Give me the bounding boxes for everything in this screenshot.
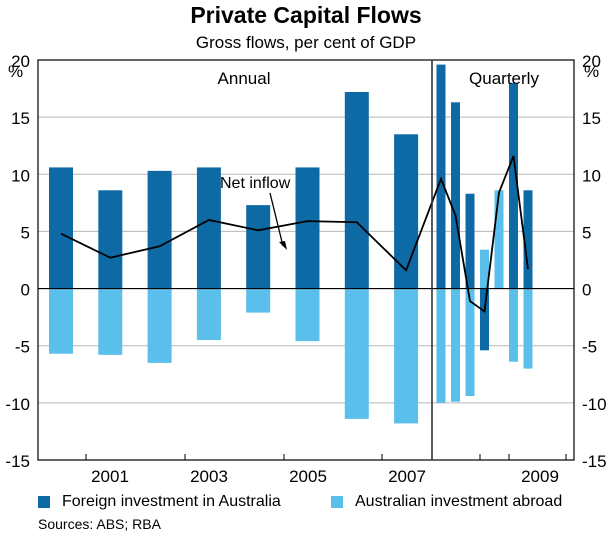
bar-foreign-quarterly bbox=[451, 102, 460, 289]
y-tick-label-right: 10 bbox=[582, 166, 601, 185]
bar-australian-quarterly bbox=[436, 288, 446, 403]
legend-foreign: Foreign investment in Australia bbox=[38, 493, 281, 511]
net-inflow-line bbox=[60, 155, 529, 314]
y-tick-label-right: 5 bbox=[582, 223, 591, 242]
text-layer: 20 20 15 15 10 10 5 5 0 0 -5 -5 -10 -10 -15 -15% % Net in… bbox=[5, 52, 606, 486]
y-tick-label-right: -15 bbox=[582, 452, 607, 471]
bar-foreign-annual bbox=[295, 167, 320, 289]
annotation-arrow-shaft bbox=[269, 192, 284, 247]
bar-australian-quarterly bbox=[523, 288, 533, 369]
y-tick-label-right: 15 bbox=[582, 109, 601, 128]
bar-foreign-quarterly bbox=[523, 190, 533, 289]
y-tick-label-right: -10 bbox=[582, 395, 607, 414]
legend-foreign-swatch bbox=[38, 496, 50, 508]
bar-layer bbox=[49, 64, 533, 424]
x-tick-label-quarterly: 2009 bbox=[521, 467, 559, 486]
legend-foreign-label: Foreign investment in Australia bbox=[62, 493, 281, 510]
bar-foreign-annual bbox=[344, 92, 369, 289]
legend-australian-swatch bbox=[331, 496, 343, 508]
bar-australian-annual bbox=[196, 288, 221, 340]
y-tick-label-left: 5 bbox=[21, 223, 30, 242]
line-layer bbox=[60, 155, 529, 314]
annotation-net-inflow: Net inflow bbox=[220, 175, 291, 192]
x-tick-label-annual: 2005 bbox=[289, 467, 327, 486]
bar-australian-annual bbox=[147, 288, 172, 363]
y-tick-label-right: 20 bbox=[582, 52, 601, 71]
bar-australian-annual bbox=[394, 288, 419, 424]
x-tick-label-annual: 2007 bbox=[388, 467, 426, 486]
y-tick-label-left: 10 bbox=[11, 166, 30, 185]
x-tick-label-annual: 2003 bbox=[190, 467, 228, 486]
bar-australian-annual bbox=[49, 288, 73, 354]
bar-foreign-quarterly bbox=[509, 82, 518, 289]
bar-australian-annual bbox=[246, 288, 271, 313]
panel-label-quarterly: Quarterly bbox=[469, 69, 539, 88]
source-note: Sources: ABS; RBA bbox=[38, 516, 161, 532]
frame-layer bbox=[37, 59, 575, 461]
bar-foreign-annual bbox=[49, 167, 73, 289]
bar-foreign-annual bbox=[147, 170, 172, 289]
bar-foreign-annual bbox=[394, 134, 419, 289]
legend-australian: Australian investment abroad bbox=[331, 493, 562, 511]
annotation-arrow-head bbox=[279, 241, 287, 250]
y-tick-label-left: -10 bbox=[5, 395, 30, 414]
bar-australian-annual bbox=[295, 288, 320, 342]
panel-label-annual: Annual bbox=[218, 69, 271, 88]
y-tick-label-left: -15 bbox=[5, 452, 30, 471]
bar-foreign-quarterly bbox=[465, 193, 475, 289]
chart-subtitle: Gross flows, per cent of GDP bbox=[195, 33, 417, 52]
bar-australian-annual bbox=[98, 288, 123, 355]
bar-foreign-annual bbox=[98, 190, 123, 289]
bar-australian-quarterly bbox=[480, 249, 489, 289]
y-tick-label-left: 20 bbox=[11, 52, 30, 71]
y-unit-left: % bbox=[8, 62, 23, 81]
x-tick-label-annual: 2001 bbox=[91, 467, 129, 486]
bar-australian-quarterly bbox=[465, 288, 475, 396]
bar-foreign-annual bbox=[246, 205, 271, 289]
bar-australian-quarterly bbox=[451, 288, 460, 402]
bar-australian-quarterly bbox=[494, 190, 504, 289]
bar-foreign-annual bbox=[196, 167, 221, 289]
y-tick-label-left: 15 bbox=[11, 109, 30, 128]
y-tick-label-right: -5 bbox=[582, 338, 597, 357]
y-tick-label-right: 0 bbox=[582, 281, 591, 300]
legend-australian-label: Australian investment abroad bbox=[355, 493, 563, 510]
bar-australian-quarterly bbox=[509, 288, 518, 362]
y-tick-label-left: 0 bbox=[21, 281, 30, 300]
plot-frame bbox=[37, 59, 575, 461]
chart-title: Private Capital Flows bbox=[190, 2, 422, 28]
bar-australian-annual bbox=[344, 288, 369, 419]
y-tick-label-left: -5 bbox=[15, 338, 30, 357]
y-unit-right: % bbox=[584, 62, 599, 81]
bar-foreign-quarterly bbox=[480, 288, 489, 351]
